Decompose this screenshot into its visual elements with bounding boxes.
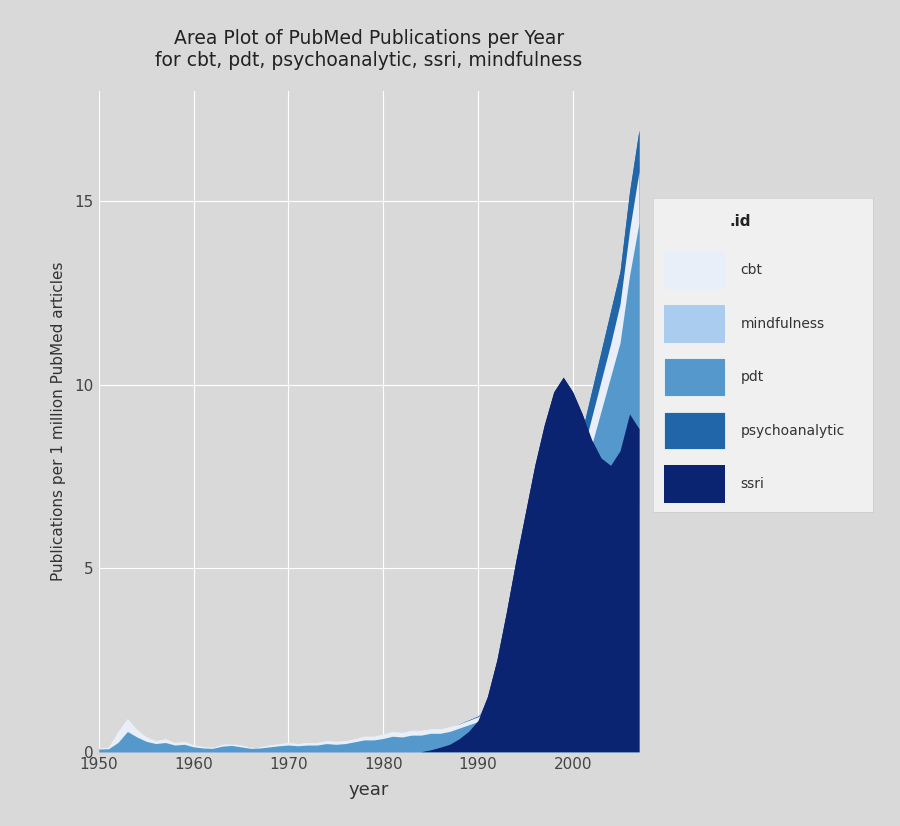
Y-axis label: Publications per 1 million PubMed articles: Publications per 1 million PubMed articl…: [51, 262, 66, 581]
Text: .id: .id: [730, 214, 752, 229]
Text: psychoanalytic: psychoanalytic: [741, 424, 845, 438]
Bar: [663, 411, 725, 449]
Text: mindfulness: mindfulness: [741, 317, 824, 330]
Text: cbt: cbt: [741, 263, 762, 278]
Bar: [663, 465, 725, 503]
Bar: [663, 252, 725, 289]
X-axis label: year: year: [349, 781, 389, 799]
Bar: [663, 305, 725, 343]
Text: ssri: ssri: [741, 477, 765, 491]
Text: pdt: pdt: [741, 370, 764, 384]
Text: Area Plot of PubMed Publications per Year
for cbt, pdt, psychoanalytic, ssri, mi: Area Plot of PubMed Publications per Yea…: [156, 29, 582, 70]
Bar: [663, 358, 725, 396]
